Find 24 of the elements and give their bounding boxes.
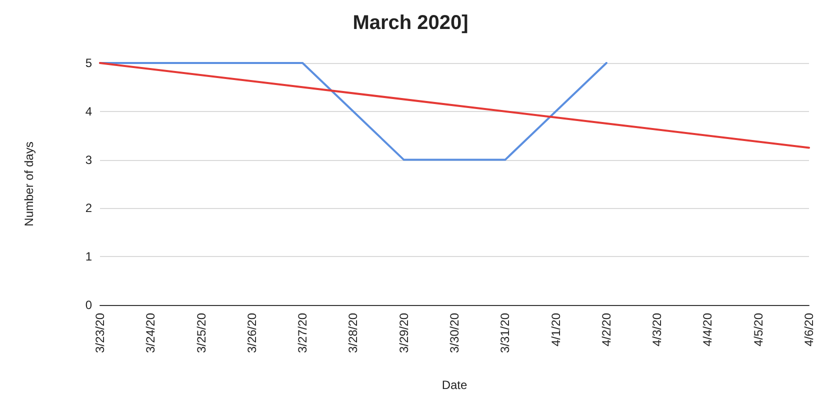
y-tick-label: 3 xyxy=(85,152,92,167)
x-tick-label: 3/27/20 xyxy=(296,312,310,354)
x-tick-label: 4/6/20 xyxy=(802,312,816,346)
x-tick-label: 4/2/20 xyxy=(599,312,614,346)
x-tick-label: 4/4/20 xyxy=(700,312,715,346)
x-tick-label: 3/24/20 xyxy=(144,312,158,354)
x-tick-label: 3/30/20 xyxy=(448,312,462,354)
x-tick-label: 3/26/20 xyxy=(244,312,259,354)
x-tick-label: 3/31/20 xyxy=(498,312,512,354)
x-tick-label: 3/25/20 xyxy=(194,312,208,354)
y-tick-label: 2 xyxy=(85,201,92,216)
chart-title: March 2020] xyxy=(352,12,468,34)
x-tick-label: 4/1/20 xyxy=(548,312,563,346)
y-axis-title: Number of days xyxy=(22,142,36,226)
y-tick-label: 5 xyxy=(85,56,92,70)
y-tick-label: 1 xyxy=(85,250,92,264)
x-axis-title: Date xyxy=(442,378,468,392)
x-tick-label: 3/28/20 xyxy=(346,312,360,354)
x-tick-label: 4/3/20 xyxy=(650,312,664,346)
y-tick-label: 4 xyxy=(85,104,92,118)
x-tick-label: 3/29/20 xyxy=(396,312,411,354)
x-tick-label: 4/5/20 xyxy=(751,312,766,346)
y-tick-label: 0 xyxy=(85,298,92,312)
x-tick-label: 3/23/20 xyxy=(93,312,107,354)
